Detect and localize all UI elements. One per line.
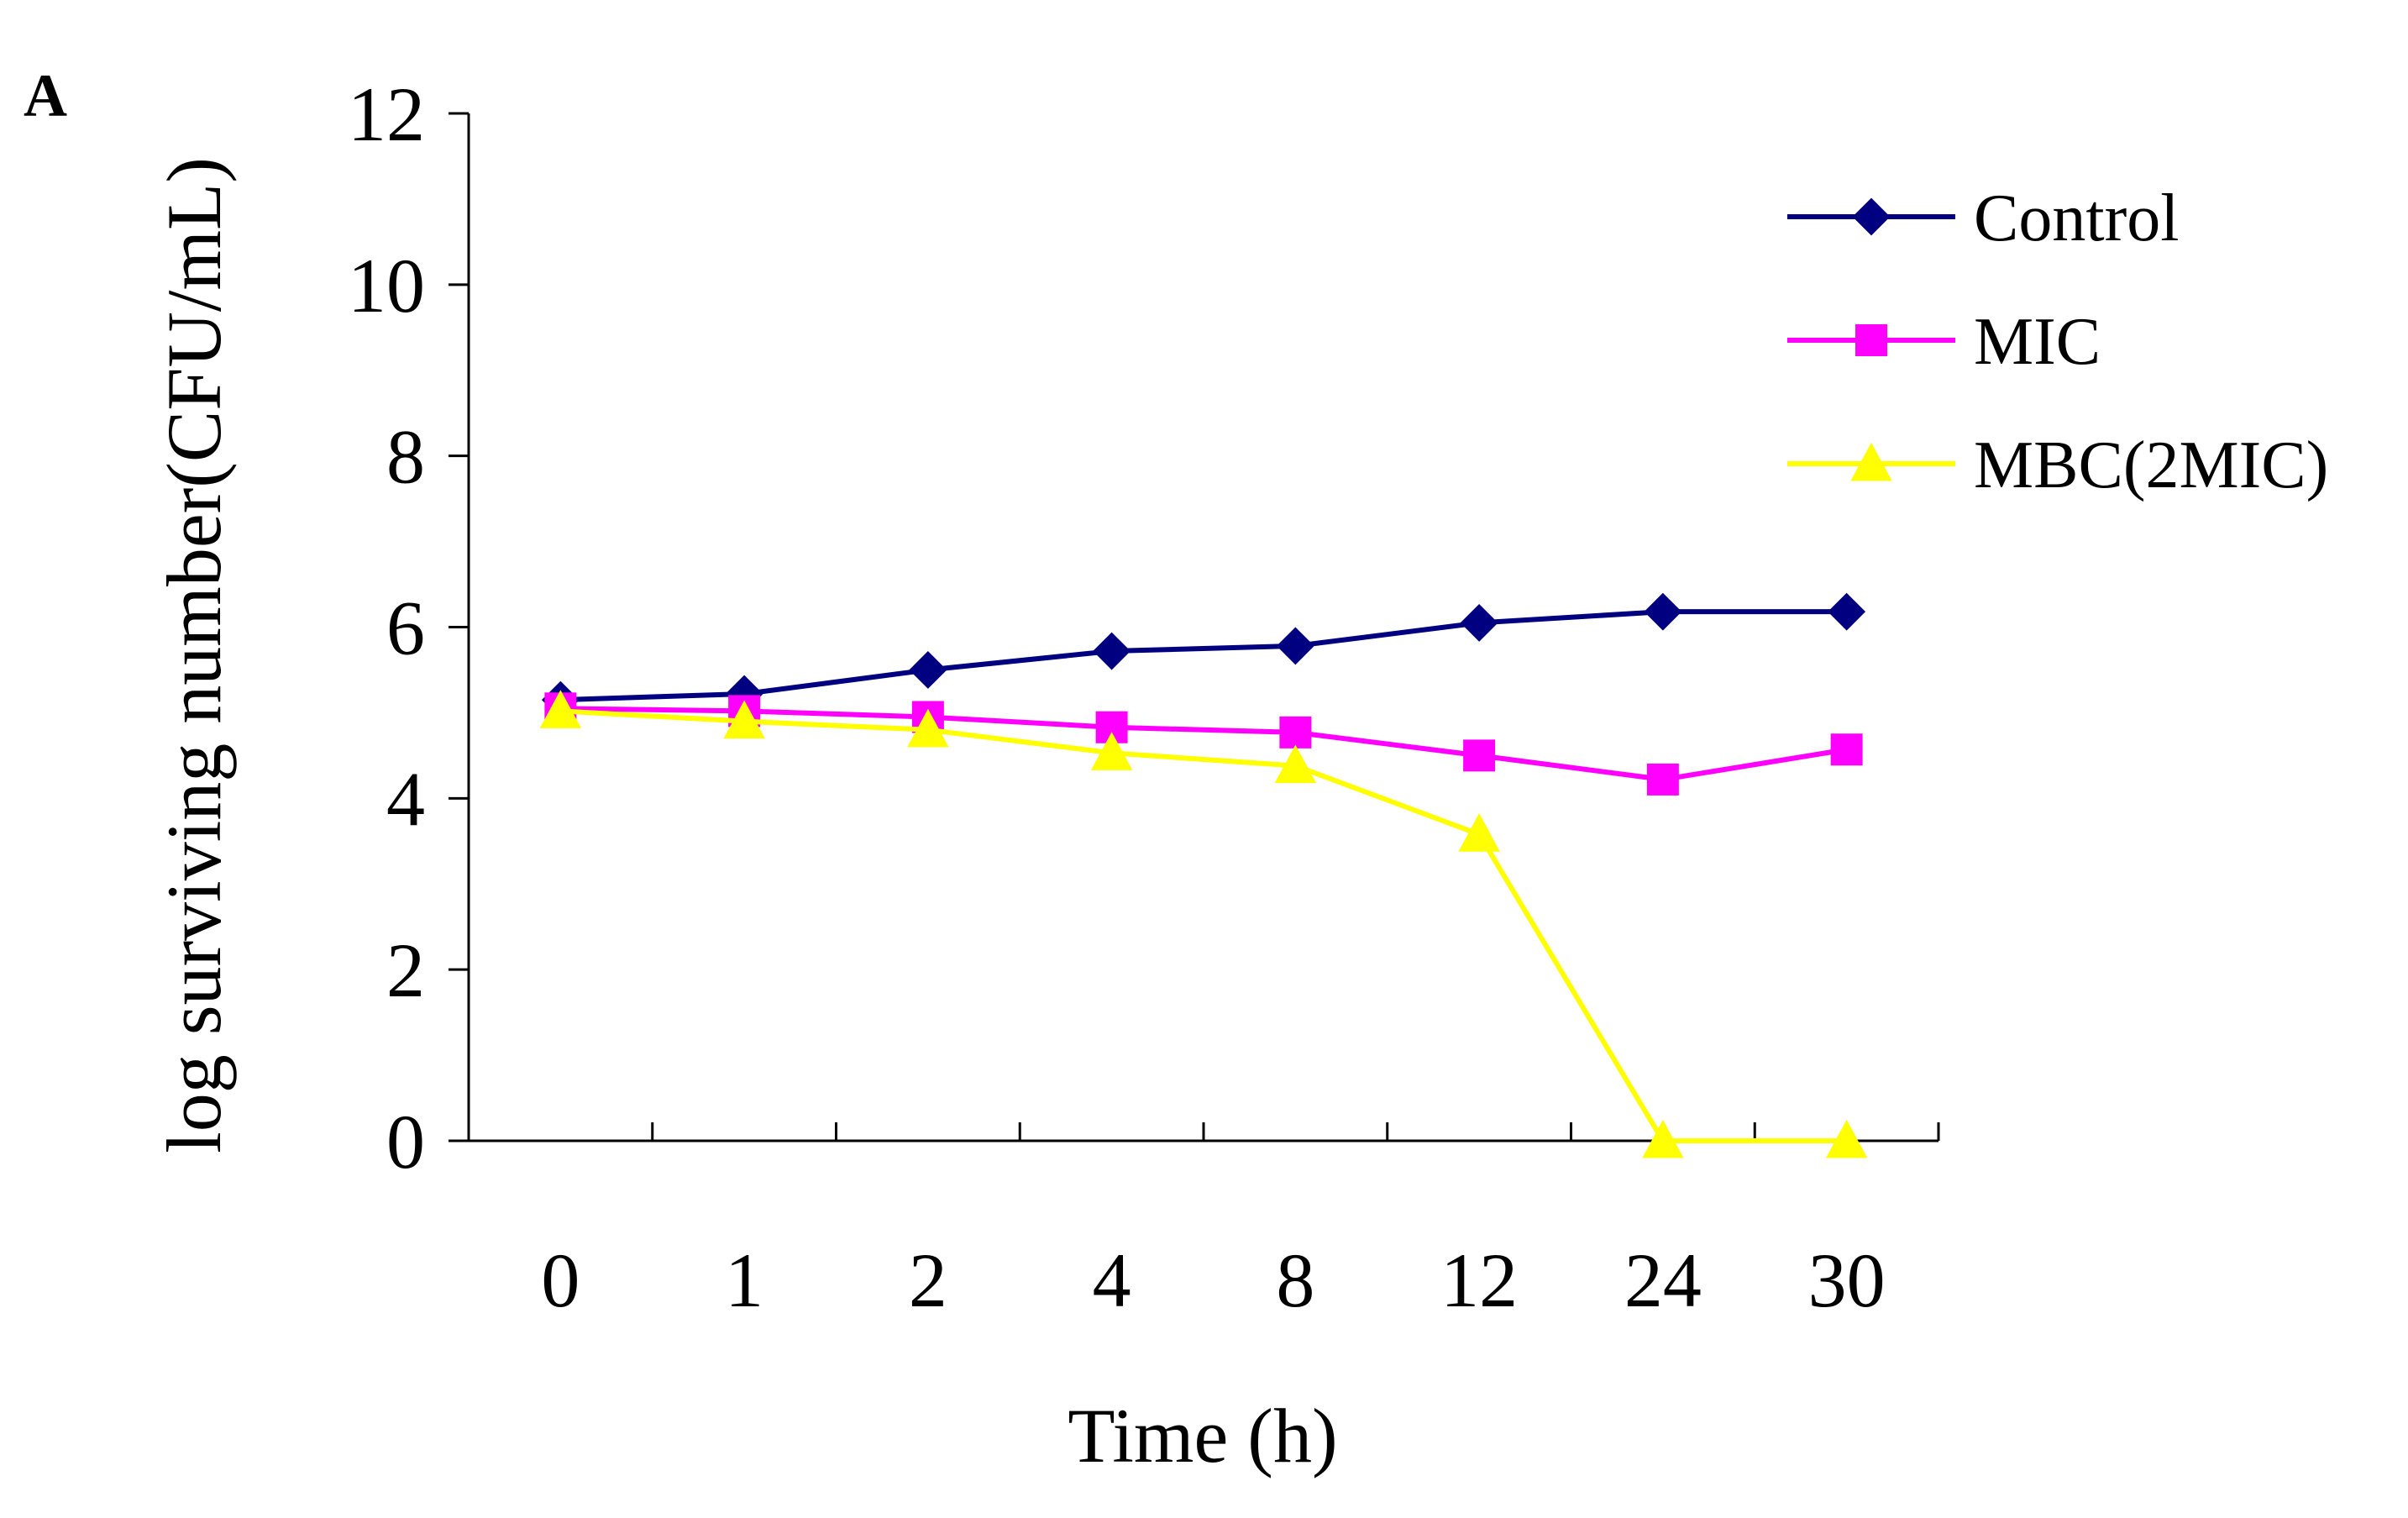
y-tick-label: 12	[348, 71, 425, 157]
series-group	[539, 592, 1868, 1158]
data-point	[1828, 592, 1866, 631]
series-mbc-2mic-	[539, 690, 1868, 1158]
data-point	[1463, 739, 1496, 772]
x-axis-title: Time (h)	[1068, 1393, 1337, 1479]
y-tick-label: 0	[386, 1099, 425, 1184]
legend-item: MBC(2MIC)	[1787, 428, 2328, 502]
series-line	[560, 609, 1847, 703]
y-tick-label: 4	[386, 756, 425, 842]
data-point	[907, 708, 949, 748]
y-tick-label: 6	[386, 586, 425, 671]
legend: Control MIC MBC(2MIC)	[1787, 181, 2328, 502]
data-point	[1276, 627, 1314, 665]
x-tick-label: 12	[1440, 1237, 1518, 1323]
data-point	[1458, 813, 1500, 852]
x-tick-label: 2	[909, 1237, 947, 1323]
legend-label: MBC(2MIC)	[1974, 428, 2328, 502]
data-point	[1274, 744, 1317, 784]
legend-marker	[1855, 324, 1887, 356]
x-tick-label: 0	[541, 1237, 580, 1323]
data-point	[723, 700, 765, 739]
data-point	[1093, 632, 1131, 670]
data-point	[1825, 1119, 1868, 1158]
y-axis-title: log surviving number(CFU/mL)	[151, 157, 237, 1153]
x-tick-label: 24	[1624, 1237, 1702, 1323]
legend-marker	[1850, 442, 1892, 481]
data-point	[1460, 603, 1498, 642]
legend-item: Control	[1787, 181, 2179, 255]
data-point	[909, 651, 947, 689]
data-point	[1090, 732, 1133, 770]
legend-label: Control	[1974, 181, 2179, 255]
data-point	[1279, 716, 1312, 748]
y-tick-label: 2	[386, 927, 425, 1013]
x-tick-label: 30	[1808, 1237, 1886, 1323]
y-tick-label: 10	[348, 243, 425, 328]
data-point	[1642, 1119, 1684, 1158]
series-line	[560, 708, 1847, 1143]
y-tick-label: 8	[386, 414, 425, 500]
axes	[467, 113, 1938, 1142]
x-ticks: 0 1 2 4 8 12 24 30	[541, 1122, 1940, 1323]
y-ticks: 0 2 4 6 8 10 12	[348, 71, 469, 1184]
panel-label: A	[24, 62, 67, 129]
data-point	[1830, 733, 1863, 766]
legend-item: MIC	[1787, 305, 2101, 379]
series-line	[560, 706, 1848, 782]
x-tick-label: 1	[725, 1237, 763, 1323]
data-point	[1646, 763, 1679, 796]
x-tick-label: 4	[1093, 1237, 1131, 1323]
data-point	[539, 690, 582, 728]
x-tick-label: 8	[1276, 1237, 1314, 1323]
legend-label: MIC	[1974, 305, 2101, 379]
legend-marker	[1852, 197, 1891, 236]
data-point	[1644, 592, 1682, 631]
